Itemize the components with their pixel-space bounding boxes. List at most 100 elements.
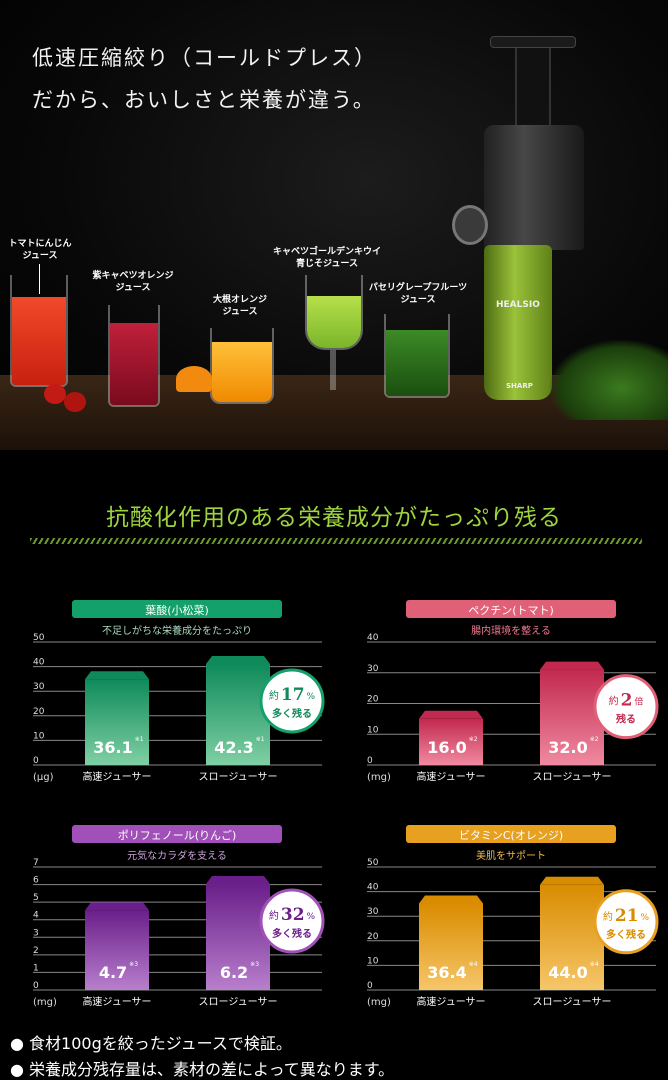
- category-label: スロージューサー: [199, 996, 278, 1008]
- badge-prefix: 約: [609, 695, 619, 708]
- juice-label-tomato-carrot: トマトにんじん ジュース: [8, 239, 72, 261]
- juicer-spout: [452, 205, 488, 245]
- bar-high-speed-juicer: [419, 903, 483, 990]
- y-unit-label: (mg): [33, 997, 57, 1008]
- juice-label-cabbage-kiwi: キャベツゴールデンキウイ 青じそジュース: [272, 247, 381, 269]
- bar-cap: [419, 710, 483, 719]
- category-label: 高速ジューサー: [416, 995, 485, 1008]
- badge-unit: %: [641, 913, 650, 923]
- bar-footnote: ※4: [590, 961, 599, 968]
- category-label: 高速ジューサー: [416, 770, 485, 783]
- badge-unit: %: [307, 912, 316, 922]
- y-tick-label: 10: [367, 956, 379, 966]
- badge-unit: %: [307, 692, 316, 702]
- y-tick-label: 1: [33, 963, 39, 973]
- y-tick-label: 7: [33, 858, 39, 868]
- badge-number: 21: [615, 906, 639, 926]
- chart-subtitle: 美肌をサポート: [476, 849, 546, 862]
- y-tick-label: 20: [33, 707, 45, 717]
- bar-high-speed-juicer: [419, 718, 483, 765]
- badge-prefix: 約: [269, 909, 279, 922]
- bar-cap: [206, 876, 270, 885]
- bar-cap: [206, 655, 270, 664]
- y-tick-label: 10: [33, 731, 45, 741]
- category-label: スロージューサー: [533, 996, 612, 1008]
- bar-footnote: ※1: [256, 736, 265, 743]
- glass-purple-cabbage: [108, 305, 160, 407]
- bar-value-label: 42.3: [214, 738, 253, 757]
- bar-slow-juicer: [540, 884, 604, 990]
- bar-cap: [85, 671, 149, 680]
- bar-cap: [85, 902, 149, 911]
- y-tick-label: 40: [367, 633, 379, 643]
- y-tick-label: 10: [367, 725, 379, 735]
- vegetables: [550, 340, 668, 420]
- bar-value-label: 16.0: [427, 738, 466, 757]
- badge-text: 多く残る: [606, 928, 646, 941]
- bar-slow-juicer: [206, 884, 270, 990]
- headline-line2: だから、おいしさと栄養が違う。: [32, 88, 376, 112]
- chart-subtitle: 元気なカラダを支える: [127, 849, 227, 862]
- badge-circle: [593, 889, 659, 955]
- glass-stem: [330, 350, 336, 390]
- y-tick-label: 3: [33, 928, 39, 938]
- badge-unit: 倍: [634, 696, 643, 708]
- glass-tomato-carrot: [10, 275, 68, 387]
- category-label: 高速ジューサー: [82, 770, 151, 783]
- y-tick-label: 6: [33, 876, 39, 886]
- bar-footnote: ※2: [469, 736, 478, 743]
- y-tick-label: 20: [367, 932, 379, 942]
- y-tick-label: 5: [33, 893, 39, 903]
- badge-circle: [593, 674, 659, 740]
- bar-cap: [419, 895, 483, 904]
- y-tick-label: 40: [367, 883, 379, 893]
- y-tick-label: 30: [33, 682, 45, 692]
- y-tick-label: 30: [367, 907, 379, 917]
- note-2: ● 栄養成分残存量は、素材の差によって異なります。: [10, 1060, 395, 1079]
- chart-title: ポリフェノール(りんご): [118, 828, 237, 842]
- y-tick-label: 0: [367, 981, 373, 991]
- bar-footnote: ※1: [135, 736, 144, 743]
- bar-high-speed-juicer: [85, 910, 149, 990]
- chart-subtitle: 腸内環境を整える: [471, 624, 551, 637]
- badge-prefix: 約: [269, 689, 279, 702]
- chart-folic-acid: 葉酸(小松菜) 不足しがちな栄養成分をたっぷり 0 10 20 30 40 50 (μg) 36.…: [0, 590, 334, 820]
- y-tick-label: 30: [367, 664, 379, 674]
- bar-slow-juicer: [540, 669, 604, 765]
- y-tick-label: 50: [367, 858, 379, 868]
- glass-cabbage-kiwi: [305, 275, 363, 350]
- bar-high-speed-juicer: [85, 679, 149, 765]
- y-unit-label: (mg): [367, 997, 391, 1008]
- bar-footnote: ※3: [129, 961, 138, 968]
- chart-title: ペクチン(トマト): [468, 604, 554, 617]
- juice-label-daikon-orange: 大根オレンジ ジュース: [212, 295, 267, 317]
- bar-value-label: 32.0: [548, 738, 587, 757]
- y-tick-label: 0: [33, 756, 39, 766]
- orange-slice: [176, 366, 212, 392]
- y-unit-label: (mg): [367, 772, 391, 783]
- y-tick-label: 20: [367, 695, 379, 705]
- chart-title-pill: [406, 600, 616, 618]
- tomato: [44, 384, 66, 404]
- chart-pectin: ペクチン(トマト) 腸内環境を整える 0 10 20 30 40 (mg) 16.0 ※2 高速ジュ…: [334, 590, 668, 820]
- category-label: スロージューサー: [199, 771, 278, 783]
- bar-cap: [540, 661, 604, 670]
- bar-value-label: 36.4: [427, 963, 466, 982]
- juice-label-purple-cabbage: 紫キャベツオレンジ ジュース: [92, 271, 174, 293]
- y-tick-label: 2: [33, 946, 39, 956]
- badge-text: 多く残る: [272, 927, 312, 940]
- chart-title: ビタミンC(オレンジ): [459, 829, 563, 842]
- bar-value-label: 44.0: [548, 963, 587, 982]
- chart-title-pill: [72, 825, 282, 843]
- bar-footnote: ※4: [469, 961, 478, 968]
- chart-vitamin-c: ビタミンC(オレンジ) 美肌をサポート 0 10 20 30 40 50 (mg) 36.4 ※4 高…: [334, 815, 668, 1045]
- juicer-chute: [515, 42, 551, 127]
- bar-value-label: 4.7: [99, 963, 127, 982]
- y-unit-label: (μg): [33, 772, 54, 783]
- badge-number: 32: [281, 905, 305, 925]
- headline-line1: 低速圧縮絞り（コールドプレス）: [32, 46, 377, 70]
- y-tick-label: 40: [33, 658, 45, 668]
